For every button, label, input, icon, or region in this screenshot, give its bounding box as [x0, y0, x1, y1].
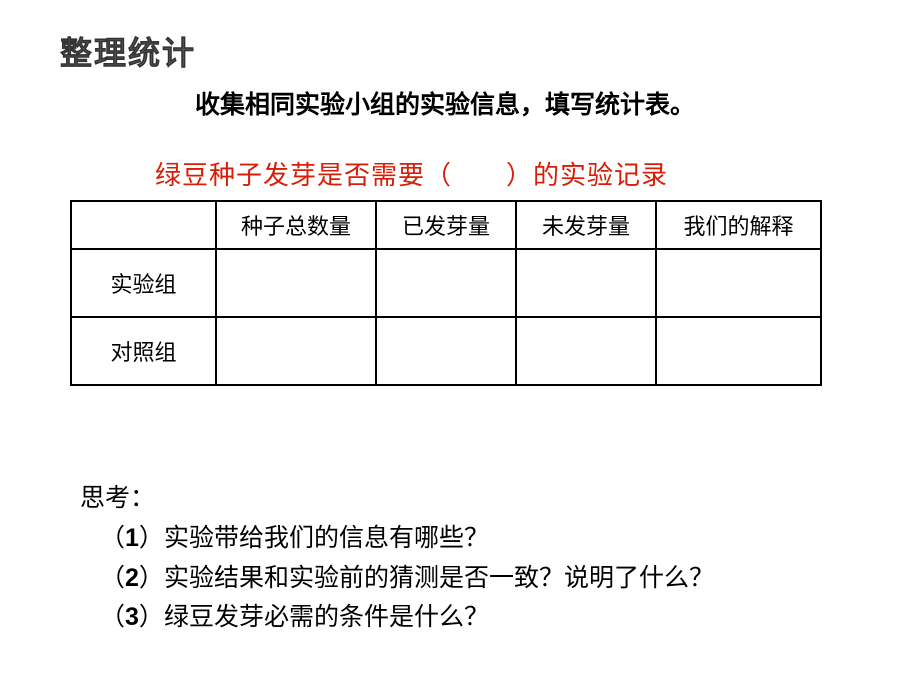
table-header-row: 种子总数量 已发芽量 未发芽量 我们的解释: [71, 201, 821, 249]
q1-text: 实验带给我们的信息有哪些？: [164, 525, 489, 552]
page-title: 整理统计: [60, 28, 196, 74]
q3-text: 绿豆发芽必需的条件是什么？: [164, 604, 489, 631]
experiment-table: 种子总数量 已发芽量 未发芽量 我们的解释 实验组 对照组: [70, 200, 822, 386]
question-2: （2）实验结果和实验前的猜测是否一致？说明了什么？: [80, 559, 714, 599]
row-label-experiment: 实验组: [71, 249, 216, 317]
header-empty: [71, 201, 216, 249]
think-section: 思考： （1）实验带给我们的信息有哪些？ （2）实验结果和实验前的猜测是否一致？…: [80, 480, 714, 638]
cell-exp-unsprouted: [516, 249, 656, 317]
header-explanation: 我们的解释: [656, 201, 821, 249]
cell-ctrl-unsprouted: [516, 317, 656, 385]
q1-num: 1: [125, 524, 139, 552]
table-row: 实验组: [71, 249, 821, 317]
cell-ctrl-sprouted: [376, 317, 516, 385]
table-row: 对照组: [71, 317, 821, 385]
cell-exp-total: [216, 249, 376, 317]
q3-num: 3: [125, 603, 139, 631]
q2-num: 2: [125, 564, 139, 592]
header-unsprouted: 未发芽量: [516, 201, 656, 249]
subtitle: 收集相同实验小组的实验信息，填写统计表。: [195, 85, 695, 121]
cell-exp-sprouted: [376, 249, 516, 317]
cell-ctrl-explanation: [656, 317, 821, 385]
row-label-control: 对照组: [71, 317, 216, 385]
header-total: 种子总数量: [216, 201, 376, 249]
table-title: 绿豆种子发芽是否需要（ ）的实验记录: [155, 155, 668, 192]
think-label: 思考：: [80, 480, 714, 519]
cell-exp-explanation: [656, 249, 821, 317]
cell-ctrl-total: [216, 317, 376, 385]
question-3: （3）绿豆发芽必需的条件是什么？: [80, 598, 714, 638]
q2-text: 实验结果和实验前的猜测是否一致？说明了什么？: [164, 565, 714, 592]
question-1: （1）实验带给我们的信息有哪些？: [80, 519, 714, 559]
header-sprouted: 已发芽量: [376, 201, 516, 249]
